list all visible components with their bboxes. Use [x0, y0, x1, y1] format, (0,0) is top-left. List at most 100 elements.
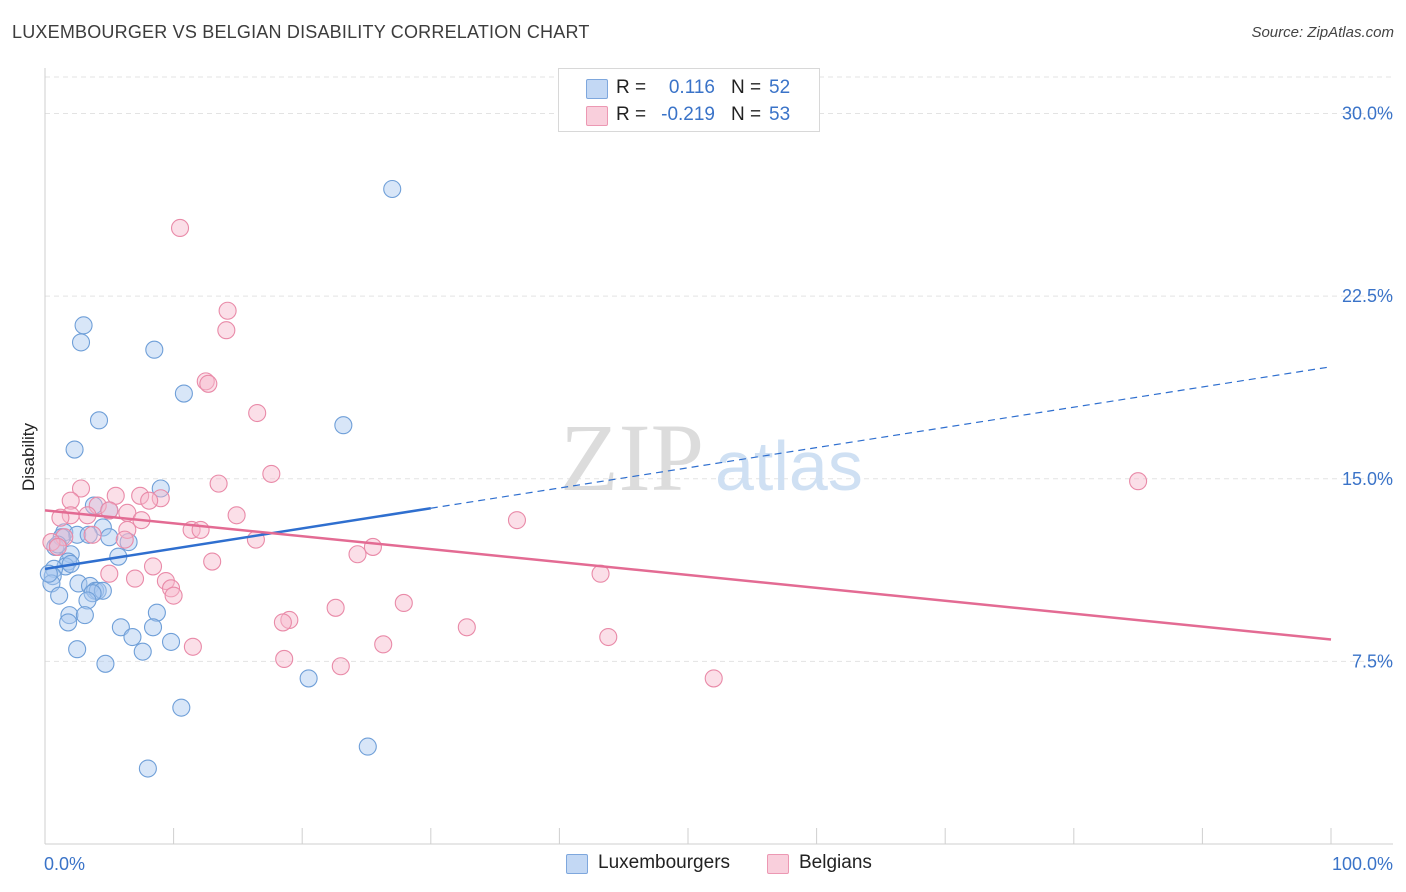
luxembourger-point [59, 613, 78, 632]
belgian-point [143, 557, 163, 576]
luxembourger-point [69, 574, 88, 593]
luxembourger-point [68, 640, 87, 659]
legend-label-belgians: Belgians [799, 852, 872, 873]
belgian-trendline [44, 509, 1332, 641]
belgian-point [348, 545, 367, 564]
legend-n-label: N = [731, 77, 762, 98]
luxembourger-point [93, 518, 112, 537]
legend-row-luxembourgers: R = 0.116 N = 52 [559, 75, 819, 101]
belgian-point [363, 537, 382, 556]
legend-n-label: N = [731, 104, 762, 125]
luxembourger-point [299, 669, 318, 688]
luxembourger-point [172, 698, 191, 717]
stats-legend: R = 0.116 N = 52 R = -0.219 N = 53 [558, 68, 820, 132]
belgian-point [275, 649, 294, 668]
belgian-point [100, 564, 119, 583]
belgian-point [125, 569, 145, 588]
y-axis-label: Disability [19, 422, 38, 491]
belgian-point [183, 637, 202, 656]
legend-n-value: 53 [769, 104, 791, 125]
legend-swatch-pink [586, 106, 608, 126]
luxembourger-point [100, 528, 119, 547]
belgian-point [170, 218, 190, 238]
belgian-point [151, 489, 170, 508]
luxembourger-trendline-extension [430, 366, 1332, 509]
chart-title: LUXEMBOURGER VS BELGIAN DISABILITY CORRE… [12, 22, 590, 42]
belgian-point [100, 501, 119, 520]
belgian-point [457, 618, 476, 637]
belgian-point [61, 491, 80, 510]
watermark: ZIP atlas [560, 404, 863, 511]
tick-labels: 7.5% 15.0% 22.5% 30.0% 0.0% 100.0% [44, 104, 1393, 874]
luxembourger-point [96, 654, 115, 673]
belgian-point [199, 374, 218, 393]
belgian-point [218, 301, 237, 320]
luxembourger-point [174, 384, 193, 403]
legend-r-label: R = [616, 104, 647, 125]
belgian-point [140, 491, 159, 510]
belgian-point [161, 579, 181, 598]
belgian-point [507, 511, 527, 530]
belgian-point [704, 669, 723, 688]
y-tick-label: 22.5% [1342, 286, 1393, 306]
luxembourger-trendline [44, 506, 431, 571]
source-credit: Source: ZipAtlas.com [1251, 24, 1394, 41]
luxembourger-point [145, 340, 164, 359]
legend-r-value: -0.219 [661, 104, 715, 125]
belgian-point [599, 627, 618, 647]
data-points [39, 179, 1148, 778]
watermark-zip: ZIP [560, 404, 704, 511]
luxembourger-point [151, 479, 170, 498]
belgian-point [331, 657, 350, 676]
x-tick-label: 100.0% [1332, 854, 1393, 874]
belgian-point [164, 586, 183, 605]
luxembourger-point [74, 316, 93, 335]
x-tick-label: 0.0% [44, 854, 85, 874]
belgian-point [227, 506, 246, 525]
belgian-point [217, 321, 236, 340]
luxembourger-point [358, 737, 377, 756]
trendlines [44, 366, 1332, 641]
belgian-point [326, 598, 345, 617]
y-tick-label: 15.0% [1342, 469, 1393, 489]
belgian-point [48, 537, 67, 556]
belgian-point [374, 635, 393, 654]
luxembourger-point [161, 632, 181, 651]
luxembourger-point [133, 642, 152, 661]
luxembourger-point [123, 627, 142, 647]
luxembourger-point [39, 564, 58, 583]
belgian-point [203, 552, 222, 571]
luxembourger-point [79, 525, 98, 544]
belgian-point [273, 613, 292, 632]
luxembourger-point [143, 618, 163, 637]
belgian-point [131, 486, 150, 505]
y-tick-label: 30.0% [1342, 104, 1393, 124]
belgian-point [71, 479, 91, 498]
belgian-point [262, 464, 281, 483]
axes [44, 68, 1393, 845]
watermark-atlas: atlas [715, 427, 863, 505]
luxembourger-point [65, 440, 84, 459]
belgian-point [191, 520, 210, 539]
belgian-point [196, 372, 215, 391]
belgian-point [209, 474, 228, 493]
legend-n-value: 52 [769, 77, 791, 98]
y-tick-label: 7.5% [1352, 651, 1393, 671]
legend-swatch-blue [586, 79, 608, 99]
luxembourger-point [334, 416, 353, 435]
luxembourger-point [50, 586, 69, 605]
grid [45, 76, 1393, 662]
legend-swatch-pink [767, 854, 789, 874]
belgian-point [248, 403, 267, 423]
legend-swatch-blue [566, 854, 588, 874]
legend-r-value: 0.116 [668, 77, 715, 98]
legend-label-luxembourgers: Luxembourgers [598, 852, 731, 873]
luxembourger-point [147, 603, 166, 622]
legend-r-label: R = [616, 77, 647, 98]
belgian-point [394, 593, 413, 612]
belgian-point [115, 530, 134, 549]
luxembourger-point [75, 606, 94, 625]
legend-row-belgians: R = -0.219 N = 53 [559, 102, 819, 128]
luxembourger-point [89, 411, 109, 430]
